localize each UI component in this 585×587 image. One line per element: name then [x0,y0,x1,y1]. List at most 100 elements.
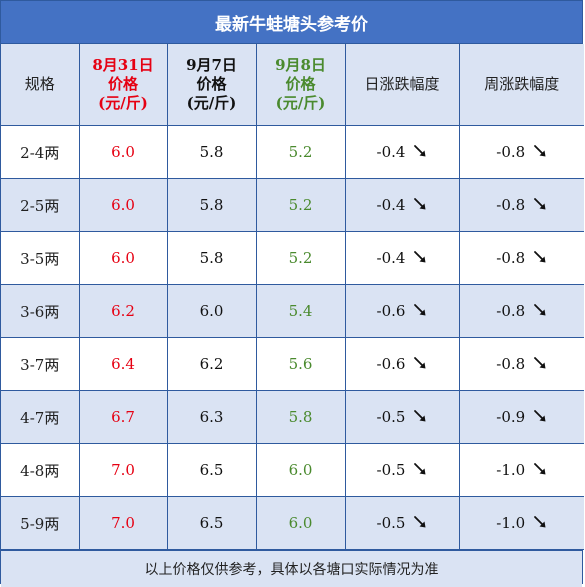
spec-cell-value: 2-5两 [20,196,60,215]
daily-change-cell: -0.5 [344,443,460,497]
daily-change-cell-value: -0.4 [376,249,406,267]
daily-change-cell-value: -0.5 [376,461,406,479]
table-row: 2-5两 6.0 5.8 5.2 -0.4 -0.8 [1,178,584,232]
header-sep8-date: 9月8日 [275,56,326,74]
daily-change-cell: -0.6 [344,284,460,338]
daily-change-cell-value: -0.4 [376,143,406,161]
weekly-change-cell: -1.0 [458,496,584,550]
weekly-change-cell-value: -1.0 [496,461,526,479]
sep8-price-cell-value: 6.0 [288,514,313,532]
header-row: 规格 8月31日 价格 (元/斤) 9月7日 价格 (元/斤) 9月8日 价格 … [1,44,584,126]
header-sep7-unit: (元/斤) [186,94,237,112]
sep8-price-cell: 5.6 [255,337,346,391]
down-right-arrow-icon [533,409,547,423]
sep8-price-cell-value: 6.0 [288,461,313,479]
daily-change-cell-value: -0.6 [376,302,406,320]
sep7-price-cell: 5.8 [166,231,257,285]
down-right-arrow-icon [413,462,427,476]
weekly-change-cell: -1.0 [458,443,584,497]
weekly-change-cell-value: -0.9 [496,408,526,426]
sep8-price-cell: 5.2 [255,231,346,285]
aug31-price-cell-value: 6.0 [111,143,135,161]
sep8-price-cell: 5.8 [255,390,346,444]
spec-cell: 4-7两 [1,390,80,444]
spec-cell-value: 2-4两 [20,143,60,162]
spec-cell-value: 3-5两 [20,249,60,268]
aug31-price-cell-value: 7.0 [111,461,135,479]
aug31-price-cell: 6.4 [78,337,168,391]
daily-change-cell: -0.4 [344,178,460,232]
down-right-arrow-icon [413,303,427,317]
weekly-change-cell-value: -0.8 [496,302,526,320]
sep7-price-cell: 5.8 [166,125,257,179]
down-right-arrow-icon [413,515,427,529]
weekly-change-cell-value: -0.8 [496,249,526,267]
aug31-price-cell: 6.0 [78,231,168,285]
weekly-change-cell-value: -0.8 [496,196,526,214]
weekly-change-cell-value: -1.0 [496,514,526,532]
sep8-price-cell: 6.0 [255,496,346,550]
aug31-price-cell-value: 6.0 [111,249,135,267]
spec-cell-value: 3-6两 [20,302,60,321]
spec-cell: 3-5两 [1,231,80,285]
table-row: 4-8两 7.0 6.5 6.0 -0.5 -1.0 [1,443,584,497]
sep7-price-cell-value: 5.8 [199,196,224,214]
spec-cell: 3-7两 [1,337,80,391]
sep7-price-cell: 6.5 [166,496,257,550]
spec-cell: 3-6两 [1,284,80,338]
sep8-price-cell-value: 5.2 [288,249,313,267]
spec-cell: 2-5两 [1,178,80,232]
daily-change-cell: -0.4 [344,125,460,179]
table-row: 3-7两 6.4 6.2 5.6 -0.6 -0.8 [1,337,584,391]
weekly-change-cell-value: -0.8 [496,355,526,373]
sep7-price-cell-value: 6.2 [199,355,224,373]
down-right-arrow-icon [533,356,547,370]
table-row: 3-5两 6.0 5.8 5.2 -0.4 -0.8 [1,231,584,285]
sep7-price-cell: 6.0 [166,284,257,338]
aug31-price-cell: 7.0 [78,496,168,550]
aug31-price-cell-value: 7.0 [111,514,135,532]
sep8-price-cell-value: 5.2 [288,143,313,161]
daily-change-cell-value: -0.5 [376,408,406,426]
daily-change-cell-value: -0.4 [376,196,406,214]
down-right-arrow-icon [533,197,547,211]
aug31-price-cell: 6.7 [78,390,168,444]
header-sep7: 9月7日 价格 (元/斤) [166,44,257,126]
daily-change-cell: -0.4 [344,231,460,285]
weekly-change-cell: -0.8 [458,231,584,285]
down-right-arrow-icon [533,515,547,529]
table-row: 2-4两 6.0 5.8 5.2 -0.4 -0.8 [1,125,584,179]
sep8-price-cell: 5.2 [255,178,346,232]
sep8-price-cell-value: 5.4 [288,302,313,320]
daily-change-cell-value: -0.6 [376,355,406,373]
down-right-arrow-icon [533,303,547,317]
header-sep7-price: 价格 [196,75,227,93]
header-aug31-date: 8月31日 [92,56,154,74]
aug31-price-cell-value: 6.2 [111,302,135,320]
aug31-price-cell: 7.0 [78,443,168,497]
sep7-price-cell-value: 6.5 [199,461,224,479]
down-right-arrow-icon [533,250,547,264]
daily-change-cell: -0.6 [344,337,460,391]
table-row: 4-7两 6.7 6.3 5.8 -0.5 -0.9 [1,390,584,444]
weekly-change-cell: -0.8 [458,178,584,232]
down-right-arrow-icon [413,197,427,211]
sep8-price-cell: 5.4 [255,284,346,338]
header-daily-change: 日涨跌幅度 [344,44,460,126]
sep7-price-cell: 6.5 [166,443,257,497]
sep7-price-cell-value: 6.3 [199,408,224,426]
spec-cell: 5-9两 [1,496,80,550]
sep8-price-cell-value: 5.6 [288,355,313,373]
sep7-price-cell-value: 5.8 [199,249,224,267]
header-aug31-price: 价格 [107,75,138,93]
weekly-change-cell: -0.8 [458,337,584,391]
sep8-price-cell-value: 5.2 [288,196,313,214]
sep7-price-cell-value: 6.0 [199,302,224,320]
sep7-price-cell: 5.8 [166,178,257,232]
spec-cell-value: 4-8两 [20,461,60,480]
daily-change-cell-value: -0.5 [376,514,406,532]
down-right-arrow-icon [413,144,427,158]
footer-note: 以上价格仅供参考，具体以各塘口实际情况为准 [1,550,582,587]
spec-cell-value: 5-9两 [20,514,60,533]
